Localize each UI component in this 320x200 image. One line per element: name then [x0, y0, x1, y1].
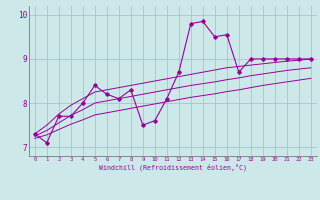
X-axis label: Windchill (Refroidissement éolien,°C): Windchill (Refroidissement éolien,°C): [99, 164, 247, 171]
